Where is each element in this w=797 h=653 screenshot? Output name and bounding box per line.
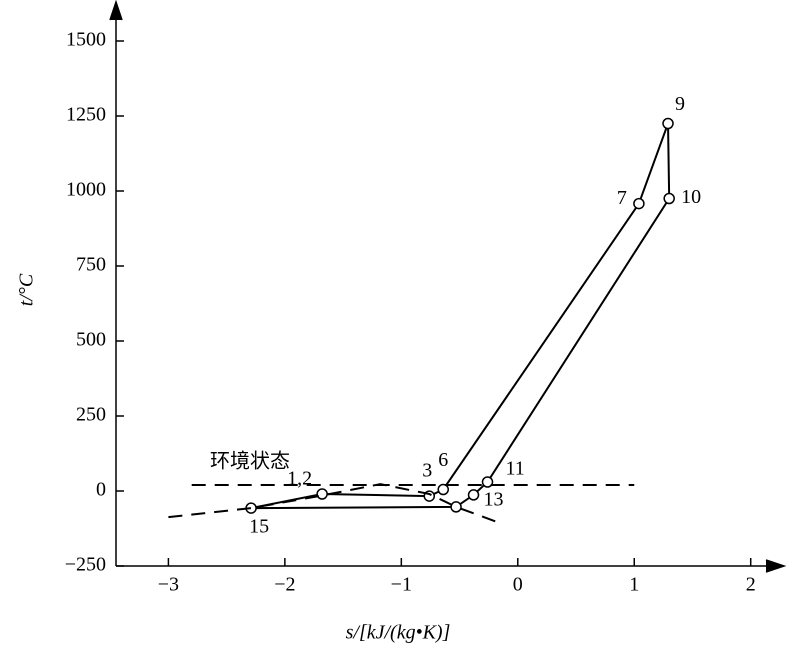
x-tick-label: 2 — [746, 574, 756, 596]
y-tick-label: 0 — [96, 479, 106, 501]
point — [633, 197, 645, 210]
axes — [109, 0, 787, 573]
point — [437, 483, 450, 496]
x-tick-label: 0 — [513, 574, 523, 596]
y-tick-label: 250 — [76, 404, 106, 426]
point — [316, 488, 328, 500]
y-tick-label: 1250 — [66, 104, 106, 126]
x-tick-label: −1 — [391, 574, 412, 596]
point-label: 7 — [617, 187, 627, 209]
point — [467, 489, 480, 501]
y-tick-label: 1000 — [66, 179, 106, 201]
annotation: 环境状态 — [210, 449, 290, 473]
point — [662, 117, 674, 130]
series-line — [250, 123, 671, 510]
point-label: 10 — [681, 186, 701, 208]
point-label: 9 — [675, 93, 685, 115]
point-label: 13 — [484, 488, 504, 510]
y-tick-label: 500 — [76, 329, 106, 351]
point — [663, 192, 675, 205]
y-tick-label: 1500 — [66, 29, 106, 51]
point-label: 11 — [506, 458, 525, 480]
x-tick-label: −3 — [158, 574, 179, 596]
x-tick-label: 1 — [629, 574, 639, 596]
series-line — [168, 483, 503, 525]
x-tick-label: −2 — [274, 574, 295, 596]
point-label: 3 — [422, 460, 432, 482]
y-tick-label: −250 — [65, 554, 106, 576]
point-label: 6 — [438, 449, 448, 471]
x-axis-label: s/[kJ/(kg•K)] — [346, 622, 451, 644]
point — [450, 501, 462, 513]
y-tick-label: 750 — [76, 254, 106, 276]
point-label: 15 — [249, 516, 269, 538]
point-label: 1,2 — [287, 468, 312, 490]
point — [481, 476, 494, 488]
y-axis-label: t/°C — [16, 273, 38, 306]
